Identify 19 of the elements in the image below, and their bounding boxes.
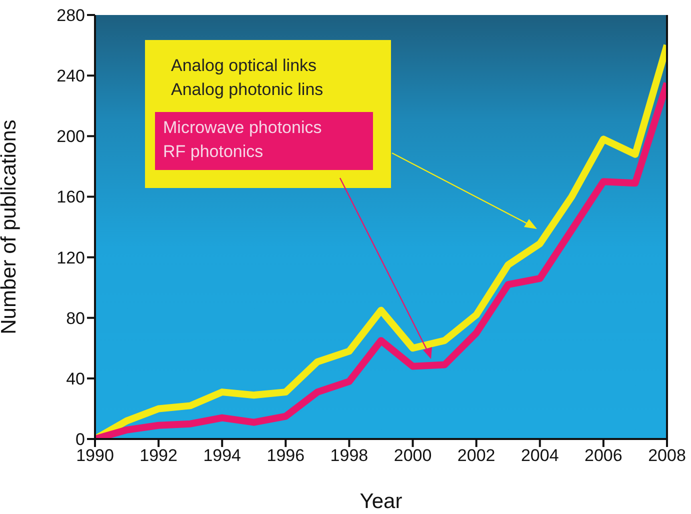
- x-tick-label: 2000: [394, 446, 432, 466]
- legend-panel: Analog optical links Analog photonic lins Microwave photonics RF photonics: [145, 40, 391, 188]
- y-tick-label: 200: [56, 127, 85, 146]
- x-tick-label: 2006: [584, 446, 622, 466]
- y-tick-label: 240: [56, 66, 85, 86]
- x-tick-label: 1998: [330, 446, 368, 466]
- x-tick-label: 2008: [648, 446, 686, 466]
- y-tick-label: 40: [66, 369, 85, 388]
- y-tick-label: 280: [56, 6, 85, 26]
- y-tick-label: 160: [56, 188, 85, 207]
- x-tick-label: 1996: [266, 446, 305, 466]
- x-tick-label: 1992: [140, 446, 178, 466]
- x-tick-label: 2002: [457, 446, 496, 466]
- x-tick-label: 1994: [203, 446, 242, 466]
- y-axis-title: Number of publications: [0, 120, 20, 334]
- y-tick-label: 80: [66, 308, 85, 328]
- y-tick-label: 120: [56, 248, 85, 268]
- x-tick-label: 2004: [520, 446, 559, 466]
- x-axis-title: Year: [360, 490, 402, 513]
